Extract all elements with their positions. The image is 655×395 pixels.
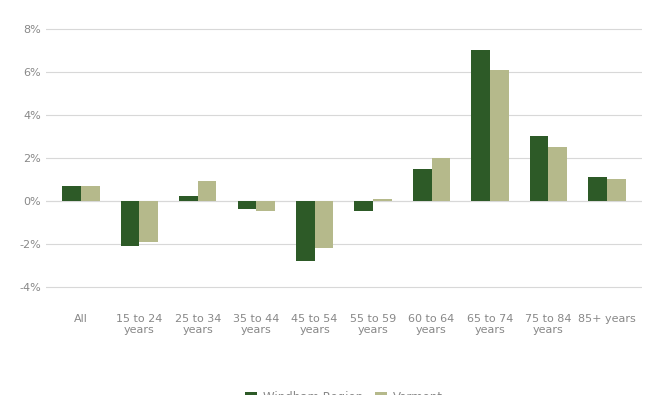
Bar — [238, 201, 256, 209]
Bar — [314, 201, 333, 248]
Bar — [140, 201, 158, 242]
Bar — [121, 201, 140, 246]
Bar — [179, 196, 198, 201]
Bar — [471, 51, 490, 201]
Bar — [490, 70, 509, 201]
Bar — [432, 158, 450, 201]
Bar — [588, 177, 607, 201]
Bar — [373, 199, 392, 201]
Bar — [256, 201, 275, 211]
Bar — [62, 186, 81, 201]
Bar — [530, 136, 548, 201]
Bar — [296, 201, 314, 261]
Bar — [354, 201, 373, 211]
Legend: Windham Region, Vermont: Windham Region, Vermont — [240, 386, 447, 395]
Bar — [198, 181, 217, 201]
Bar — [81, 186, 100, 201]
Bar — [607, 179, 626, 201]
Bar — [413, 169, 432, 201]
Bar — [548, 147, 567, 201]
